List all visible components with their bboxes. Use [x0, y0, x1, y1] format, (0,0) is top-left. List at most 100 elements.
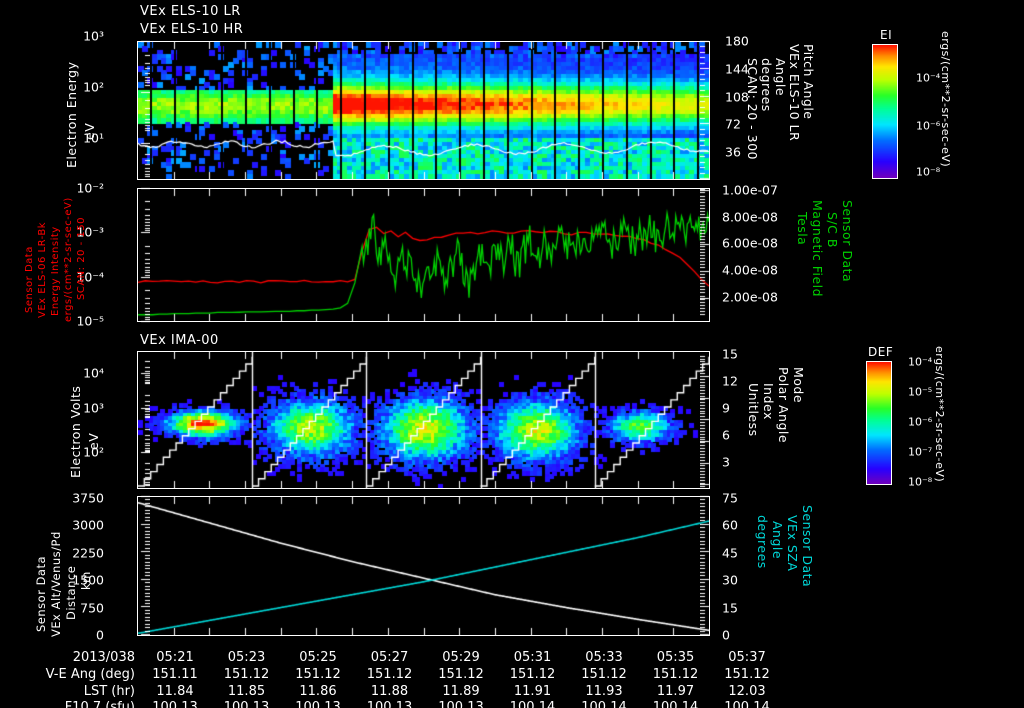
- panel3-y2tick-12: 12: [722, 373, 738, 389]
- table-cell-time-7: 05:35: [656, 650, 695, 665]
- panel4-y2tick-0: 0: [722, 627, 730, 643]
- panel3-ytick-10000: 10⁴: [83, 365, 104, 381]
- colorbar-def-tick-5: 10⁻⁸: [908, 475, 933, 489]
- panel2-ylabel-line2: VEx ELS-06 LR-Bk: [37, 221, 48, 318]
- table-cell-time-6: 05:33: [585, 650, 623, 665]
- panel4-ylabel-line2: VEx Alt/Venus/Pd: [49, 531, 63, 637]
- panel1-y2tick-36: 36: [725, 144, 741, 160]
- panel2-right-tick-canvas: [700, 182, 740, 332]
- colorbar-ei-tick-3: 10⁻⁸: [916, 165, 941, 179]
- table-row-label-2: LST (hr): [83, 684, 135, 699]
- colorbar-def[interactable]: [866, 361, 892, 485]
- table-cell-time-8: 05:37: [728, 650, 766, 665]
- table-row-label-1: V-E Ang (deg): [45, 667, 135, 682]
- panel4-y2label-line4: degrees: [755, 515, 770, 569]
- panel1-y2label-line3: Angle: [773, 58, 788, 97]
- panel4-ytick-0: 0: [96, 627, 104, 643]
- panel2-y2label-line2: S/C B: [825, 212, 840, 248]
- table-cell-ve_ang-6: 151.12: [581, 667, 627, 682]
- colorbar-ei-unit: ergs/(cm**2-sr-sec-eV): [939, 31, 952, 168]
- panel2-y2tick-4: 4.00e-08: [722, 262, 778, 278]
- table-cell-f107-5: 100.14: [509, 700, 556, 708]
- panel3-title: VEx IMA-00: [140, 333, 219, 348]
- panel2-y2tick-3: 6.00e-08: [722, 235, 778, 251]
- table-cell-ve_ang-8: 151.12: [724, 667, 770, 682]
- panel1-y2tick-108: 108: [725, 89, 749, 105]
- panel3-spectrogram-canvas: [138, 352, 709, 488]
- panel4-ytick-2250: 2250: [72, 545, 104, 561]
- panel4-y2tick-30: 30: [722, 572, 738, 588]
- panel3-y2label-line2: Polar Angle: [776, 367, 791, 444]
- panel4-y2label-line2: VEx SZA: [785, 515, 800, 572]
- colorbar-ei-tick-1: 10⁻⁴: [916, 71, 941, 85]
- table-cell-f107-1: 100.13: [223, 700, 270, 708]
- table-cell-ve_ang-4: 151.12: [438, 667, 484, 682]
- table-cell-lst-5: 11.91: [513, 684, 552, 699]
- table-cell-f107-4: 100.13: [438, 700, 484, 708]
- table-cell-lst-1: 11.85: [227, 684, 266, 699]
- panel2-ytick-2: 10⁻³: [76, 224, 104, 240]
- panel4-right-tick-canvas: [700, 490, 740, 645]
- table-cell-time-2: 05:25: [299, 650, 337, 665]
- table-row-label-0: 2013/038: [72, 650, 135, 665]
- table-cell-lst-3: 11.88: [370, 684, 409, 699]
- colorbar-def-tick-1: 10⁻⁴: [908, 355, 933, 369]
- table-cell-time-5: 05:31: [513, 650, 552, 665]
- panel1-y2tick-72: 72: [725, 116, 741, 132]
- panel2-ytick-4: 10⁻⁵: [76, 313, 104, 329]
- colorbar-def-unit: ergs/(cm**2-sr-sec-eV): [933, 346, 946, 483]
- panel2-y2label-line3: Magnetic Field: [810, 200, 825, 298]
- panel4-y2label-line1: Sensor Data: [800, 505, 815, 588]
- panel2-y2label-line1: Sensor Data: [840, 200, 855, 283]
- panel2-plot-area[interactable]: [137, 188, 710, 322]
- panel4-ytick-1500: 1500: [72, 572, 104, 588]
- table-cell-ve_ang-3: 151.12: [366, 667, 413, 682]
- panel2-ytick-1: 10⁻²: [76, 180, 104, 196]
- colorbar-def-title: DEF: [868, 345, 894, 359]
- panel1-y2label-line5: SCAN: 20 - 300: [745, 58, 760, 160]
- table-row-label-3: F10.7 (sfu): [64, 700, 135, 708]
- panel4-y2label-line3: Angle: [770, 521, 785, 560]
- panel3-y2tick-15: 15: [722, 346, 738, 362]
- table-cell-lst-2: 11.86: [299, 684, 337, 699]
- table-cell-lst-8: 12.03: [728, 684, 766, 699]
- panel2-ylabel-line4: ergs/(cm**2-sr-sec-eV): [63, 197, 74, 322]
- table-cell-lst-0: 11.84: [156, 684, 194, 699]
- panel3-left-tick-canvas: [110, 345, 150, 500]
- colorbar-def-tick-4: 10⁻⁷: [908, 445, 933, 459]
- panel4-y2tick-45: 45: [722, 545, 738, 561]
- table-cell-time-1: 05:23: [227, 650, 266, 665]
- table-cell-lst-4: 11.89: [442, 684, 480, 699]
- table-cell-ve_ang-5: 151.12: [509, 667, 556, 682]
- panel4-ytick-750: 750: [80, 600, 104, 616]
- table-cell-ve_ang-0: 151.11: [152, 667, 198, 682]
- panel1-left-tick-canvas: [110, 35, 150, 195]
- panel1-plot-area[interactable]: [137, 41, 710, 180]
- panel4-ytick-3750: 3750: [72, 490, 104, 506]
- panel2-line-canvas: [138, 189, 709, 321]
- table-cell-ve_ang-2: 151.12: [295, 667, 341, 682]
- panel3-plot-area[interactable]: [137, 351, 710, 489]
- table-cell-time-4: 05:29: [442, 650, 480, 665]
- panel2-left-tick-canvas: [110, 182, 150, 332]
- panel4-y2tick-60: 60: [722, 517, 738, 533]
- panel1-ytick-10: 10¹: [83, 130, 104, 146]
- panel2-y2label-line4: Tesla: [795, 212, 810, 246]
- panel4-plot-area[interactable]: [137, 496, 710, 636]
- colorbar-def-canvas: [867, 362, 891, 484]
- panel3-y2label-line3: Index: [761, 383, 776, 420]
- panel1-y2tick-144: 144: [725, 61, 749, 77]
- panel2-y2tick-1: 1.00e-07: [722, 182, 778, 198]
- panel1-y2label-line1: Pitch Angle: [801, 44, 816, 120]
- table-cell-f107-7: 100.14: [652, 700, 699, 708]
- panel1-y2label-line4: degrees: [759, 58, 774, 112]
- panel3-y2tick-6: 6: [722, 427, 730, 443]
- colorbar-ei[interactable]: [872, 44, 898, 179]
- panel3-y2label-line1: Mode: [791, 367, 806, 404]
- colorbar-ei-canvas: [873, 45, 897, 178]
- table-cell-time-3: 05:27: [370, 650, 409, 665]
- panel1-y2label-line2: VEx ELS-10 LR: [787, 44, 802, 142]
- panel3-right-tick-canvas: [700, 345, 740, 500]
- colorbar-def-tick-3: 10⁻⁶: [908, 415, 933, 429]
